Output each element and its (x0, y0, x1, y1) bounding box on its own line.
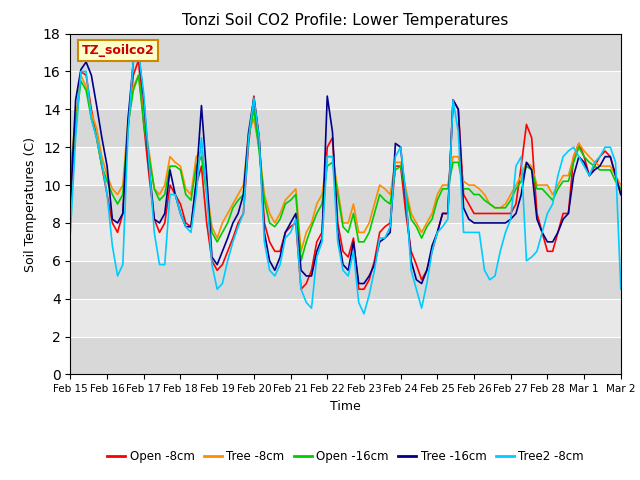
Bar (70, 299, 621, 336)
Tree -8cm (67, 163, 74, 169)
Bar (70, 147, 621, 185)
Bar (70, 72, 621, 109)
Tree -8cm (77, 72, 84, 78)
Line: Tree -16cm: Tree -16cm (70, 52, 621, 284)
Line: Open -8cm: Open -8cm (70, 60, 621, 289)
Open -8cm (433, 229, 441, 235)
Line: Tree -8cm: Tree -8cm (70, 75, 621, 252)
Open -16cm (454, 159, 462, 165)
Open -16cm (67, 173, 74, 179)
Text: TZ_soilco2: TZ_soilco2 (81, 44, 154, 57)
Bar (70, 185, 621, 223)
Open -8cm (454, 107, 462, 112)
Tree -8cm (433, 192, 441, 197)
Legend: Open -8cm, Tree -8cm, Open -16cm, Tree -16cm, Tree2 -8cm: Open -8cm, Tree -8cm, Open -16cm, Tree -… (102, 445, 589, 468)
Open -8cm (554, 229, 562, 235)
Open -16cm (297, 258, 305, 264)
Tree2 -8cm (360, 311, 368, 317)
Tree -8cm (454, 154, 462, 159)
Tree -16cm (67, 201, 74, 207)
Title: Tonzi Soil CO2 Profile: Lower Temperatures: Tonzi Soil CO2 Profile: Lower Temperatur… (182, 13, 509, 28)
Tree -16cm (83, 59, 90, 65)
Tree2 -8cm (402, 192, 410, 197)
Tree2 -8cm (134, 49, 142, 55)
Tree -8cm (554, 182, 562, 188)
Tree -16cm (402, 197, 410, 203)
Open -8cm (67, 197, 74, 203)
Open -16cm (617, 186, 625, 192)
Bar (70, 34, 621, 72)
Tree -8cm (297, 249, 305, 254)
Tree2 -8cm (617, 286, 625, 292)
Open -8cm (397, 163, 404, 169)
Line: Open -16cm: Open -16cm (70, 75, 621, 261)
Line: Tree2 -8cm: Tree2 -8cm (70, 52, 621, 314)
Open -16cm (433, 197, 441, 203)
Tree2 -8cm (454, 129, 462, 135)
Bar (70, 223, 621, 261)
Open -16cm (83, 87, 90, 93)
Open -16cm (134, 72, 142, 78)
Tree -16cm (355, 281, 362, 287)
Tree -16cm (397, 144, 404, 150)
Open -8cm (134, 57, 142, 63)
Tree -16cm (134, 49, 142, 55)
Y-axis label: Soil Temperatures (C): Soil Temperatures (C) (24, 136, 37, 272)
Tree2 -8cm (67, 229, 74, 235)
Tree2 -8cm (554, 173, 562, 179)
Bar (70, 261, 621, 299)
Tree2 -8cm (397, 144, 404, 150)
Open -8cm (402, 211, 410, 216)
Bar (70, 109, 621, 147)
Tree -16cm (554, 229, 562, 235)
Tree -16cm (454, 107, 462, 112)
Tree -16cm (617, 192, 625, 197)
Open -16cm (402, 192, 410, 197)
X-axis label: Time: Time (330, 400, 361, 413)
Bar (70, 336, 621, 374)
Open -8cm (83, 72, 90, 78)
Open -8cm (297, 286, 305, 292)
Tree2 -8cm (433, 229, 441, 235)
Tree -8cm (397, 159, 404, 165)
Open -16cm (397, 163, 404, 169)
Tree -16cm (433, 229, 441, 235)
Tree -8cm (402, 186, 410, 192)
Tree -8cm (88, 110, 95, 116)
Open -16cm (554, 186, 562, 192)
Tree2 -8cm (83, 69, 90, 74)
Tree -8cm (617, 182, 625, 188)
Open -8cm (617, 192, 625, 197)
